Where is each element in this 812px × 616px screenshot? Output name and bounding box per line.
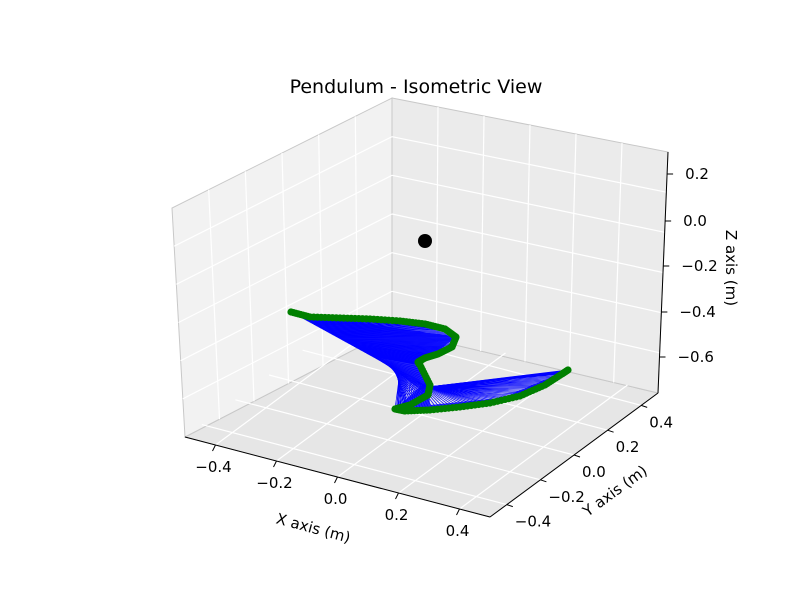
z-tick-label: 0.0	[683, 212, 707, 230]
x-tick-label: 0.0	[324, 490, 348, 508]
y-tick-label: −0.2	[548, 488, 584, 506]
y-tick-label: 0.2	[616, 438, 640, 456]
x-tick-label: −0.4	[195, 458, 231, 476]
bob-point	[564, 366, 571, 373]
x-tick-label: −0.2	[256, 474, 292, 492]
x-tick-label: 0.2	[385, 506, 409, 524]
y-tick-label: −0.4	[515, 513, 551, 531]
y-tick-label: 0.4	[649, 413, 673, 431]
z-axis-label: Z axis (m)	[722, 230, 740, 306]
z-tick-label: 0.2	[685, 165, 709, 183]
pivot-point	[418, 234, 432, 248]
x-tick-label: 0.4	[446, 522, 470, 540]
y-tick-label: 0.0	[582, 463, 606, 481]
z-tick-label: −0.2	[681, 257, 717, 275]
z-tick-label: −0.4	[679, 303, 715, 321]
z-tick-label: −0.6	[677, 348, 713, 366]
pivot-marker	[418, 234, 432, 248]
chart-title: Pendulum - Isometric View	[290, 76, 543, 98]
